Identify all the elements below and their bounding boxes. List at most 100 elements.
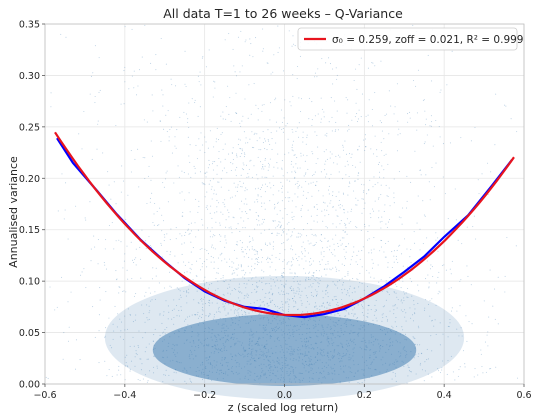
scatter-point xyxy=(317,347,319,349)
scatter-point xyxy=(331,356,333,358)
scatter-point xyxy=(261,371,263,373)
scatter-point xyxy=(201,343,203,345)
scatter-point xyxy=(207,359,210,361)
scatter-point xyxy=(308,303,310,305)
scatter-point xyxy=(293,351,296,353)
scatter-point xyxy=(322,201,325,203)
scatter-point xyxy=(280,290,283,292)
scatter-point xyxy=(206,360,208,362)
scatter-point xyxy=(206,282,208,284)
scatter-point xyxy=(345,322,347,324)
scatter-point xyxy=(264,148,266,150)
scatter-point xyxy=(361,283,363,285)
scatter-point xyxy=(292,219,294,221)
scatter-point xyxy=(222,318,224,320)
scatter-point xyxy=(264,372,266,374)
scatter-point xyxy=(295,376,297,378)
scatter-point xyxy=(178,315,181,317)
scatter-point xyxy=(257,108,259,110)
scatter-point xyxy=(256,199,258,201)
scatter-point xyxy=(301,246,303,248)
scatter-point xyxy=(341,360,343,362)
scatter-point xyxy=(242,227,244,229)
scatter-point xyxy=(247,378,249,380)
scatter-point xyxy=(295,206,297,208)
scatter-point xyxy=(263,168,265,170)
scatter-point xyxy=(430,335,432,337)
scatter-point xyxy=(282,175,284,177)
scatter-point xyxy=(345,251,347,253)
scatter-point xyxy=(250,352,253,354)
scatter-point xyxy=(319,308,321,311)
scatter-point xyxy=(256,140,258,142)
scatter-point xyxy=(181,280,183,282)
scatter-point xyxy=(441,369,443,371)
scatter-point xyxy=(227,287,229,289)
scatter-point xyxy=(163,331,165,333)
scatter-point xyxy=(251,330,253,333)
scatter-point xyxy=(366,193,368,195)
scatter-point xyxy=(90,248,92,250)
scatter-point xyxy=(168,140,170,142)
scatter-point xyxy=(297,236,299,238)
scatter-point xyxy=(221,327,223,329)
scatter-point xyxy=(171,84,173,86)
scatter-point xyxy=(327,352,329,354)
scatter-point xyxy=(258,314,260,316)
scatter-point xyxy=(183,172,185,174)
scatter-point xyxy=(181,215,183,217)
scatter-point xyxy=(231,356,233,358)
scatter-point xyxy=(60,33,62,35)
scatter-point xyxy=(515,245,517,247)
scatter-point xyxy=(219,317,221,319)
scatter-point xyxy=(390,330,392,332)
scatter-point xyxy=(372,208,374,210)
scatter-point xyxy=(211,217,213,219)
scatter-point xyxy=(234,359,236,361)
scatter-point xyxy=(328,121,330,123)
scatter-point xyxy=(329,302,331,304)
scatter-point xyxy=(217,334,219,336)
scatter-point xyxy=(231,266,233,268)
scatter-point xyxy=(254,248,256,251)
scatter-point xyxy=(224,373,227,375)
scatter-point xyxy=(277,328,279,330)
scatter-point xyxy=(216,302,218,304)
scatter-point xyxy=(301,353,303,355)
scatter-point xyxy=(122,290,124,293)
scatter-point xyxy=(410,317,412,319)
scatter-point xyxy=(389,339,391,341)
scatter-point xyxy=(313,327,315,329)
scatter-point xyxy=(346,340,348,342)
scatter-point xyxy=(352,309,354,311)
scatter-point xyxy=(294,176,296,178)
scatter-point xyxy=(264,345,266,347)
scatter-point xyxy=(349,359,351,361)
scatter-point xyxy=(293,350,295,352)
scatter-point xyxy=(220,253,222,255)
scatter-point xyxy=(214,212,216,214)
scatter-point xyxy=(252,358,254,360)
scatter-point xyxy=(214,347,216,349)
scatter-point xyxy=(290,287,292,289)
scatter-point xyxy=(299,55,302,58)
scatter-point xyxy=(278,326,280,328)
scatter-point xyxy=(319,353,321,355)
scatter-point xyxy=(414,313,416,315)
scatter-point xyxy=(198,370,200,372)
scatter-point xyxy=(175,372,177,374)
scatter-point xyxy=(406,339,408,341)
scatter-point xyxy=(216,211,218,213)
scatter-point xyxy=(442,176,444,178)
scatter-point xyxy=(297,196,299,198)
scatter-point xyxy=(372,186,374,188)
scatter-point xyxy=(243,283,245,285)
scatter-point xyxy=(257,344,259,346)
scatter-point xyxy=(361,312,363,314)
scatter-point xyxy=(417,302,419,305)
scatter-point xyxy=(379,328,381,331)
scatter-point xyxy=(371,62,373,64)
scatter-point xyxy=(225,219,227,221)
scatter-point xyxy=(262,327,264,329)
scatter-point xyxy=(232,322,234,324)
